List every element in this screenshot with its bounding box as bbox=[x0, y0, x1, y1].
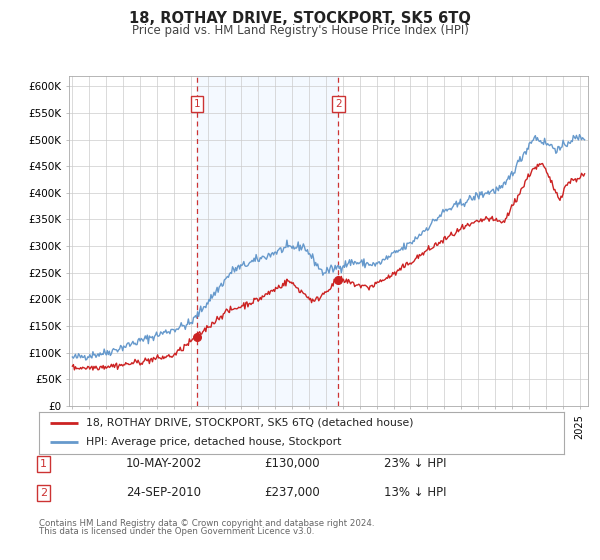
Text: 2: 2 bbox=[335, 99, 341, 109]
Text: 10-MAY-2002: 10-MAY-2002 bbox=[126, 457, 202, 470]
Text: HPI: Average price, detached house, Stockport: HPI: Average price, detached house, Stoc… bbox=[86, 437, 341, 447]
Text: 2: 2 bbox=[40, 488, 47, 498]
Text: 1: 1 bbox=[193, 99, 200, 109]
Text: This data is licensed under the Open Government Licence v3.0.: This data is licensed under the Open Gov… bbox=[39, 528, 314, 536]
Text: 18, ROTHAY DRIVE, STOCKPORT, SK5 6TQ (detached house): 18, ROTHAY DRIVE, STOCKPORT, SK5 6TQ (de… bbox=[86, 418, 414, 428]
Bar bbox=[197, 76, 338, 406]
Text: Price paid vs. HM Land Registry's House Price Index (HPI): Price paid vs. HM Land Registry's House … bbox=[131, 24, 469, 36]
Text: £130,000: £130,000 bbox=[264, 457, 320, 470]
Text: 1: 1 bbox=[40, 459, 47, 469]
Text: 18, ROTHAY DRIVE, STOCKPORT, SK5 6TQ: 18, ROTHAY DRIVE, STOCKPORT, SK5 6TQ bbox=[129, 11, 471, 26]
Text: 24-SEP-2010: 24-SEP-2010 bbox=[126, 486, 201, 500]
Text: 23% ↓ HPI: 23% ↓ HPI bbox=[384, 457, 446, 470]
Text: £237,000: £237,000 bbox=[264, 486, 320, 500]
Text: 13% ↓ HPI: 13% ↓ HPI bbox=[384, 486, 446, 500]
Text: Contains HM Land Registry data © Crown copyright and database right 2024.: Contains HM Land Registry data © Crown c… bbox=[39, 519, 374, 528]
